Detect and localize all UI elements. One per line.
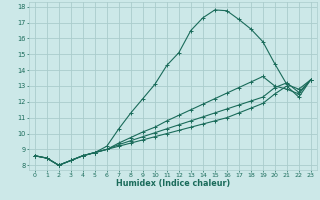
X-axis label: Humidex (Indice chaleur): Humidex (Indice chaleur) — [116, 179, 230, 188]
